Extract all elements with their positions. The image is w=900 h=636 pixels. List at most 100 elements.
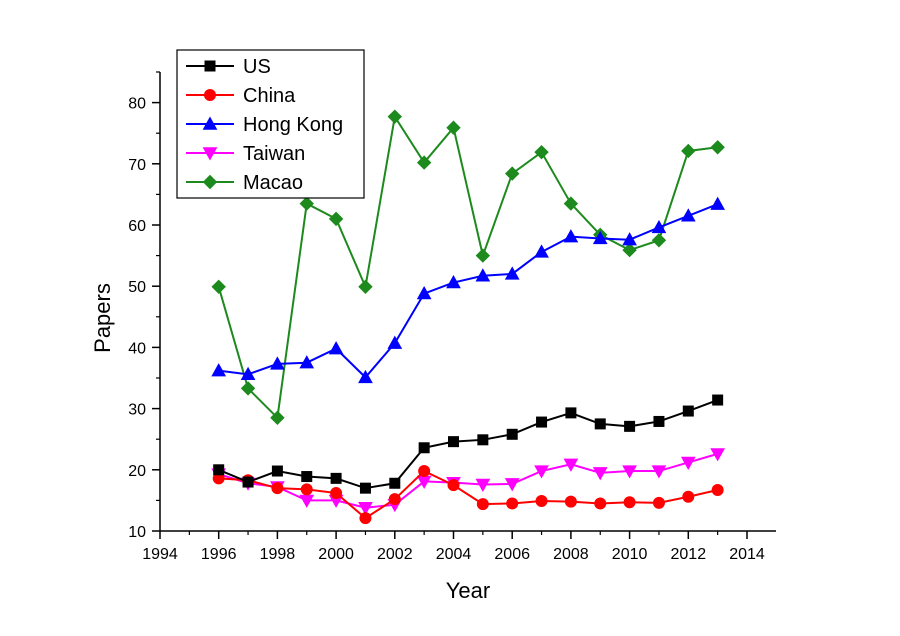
- x-tick-label: 2008: [553, 546, 589, 563]
- data-point-china: [623, 496, 636, 509]
- data-point-macao: [299, 196, 314, 211]
- data-point-taiwan: [534, 465, 549, 479]
- data-point-hong-kong: [240, 366, 256, 381]
- data-point-us: [213, 464, 225, 476]
- data-point-china: [271, 482, 284, 495]
- data-point-china: [300, 483, 313, 496]
- data-point-us: [448, 436, 459, 448]
- data-point-hong-kong: [211, 363, 227, 377]
- data-point-china: [359, 512, 372, 525]
- data-point-us: [242, 476, 254, 488]
- data-point-china: [476, 498, 489, 511]
- series-us: [213, 394, 724, 494]
- x-tick-label: 2010: [612, 546, 648, 563]
- y-tick-label: 10: [128, 524, 146, 541]
- data-point-macao: [534, 144, 549, 160]
- data-point-hong-kong: [270, 356, 285, 370]
- data-point-macao: [681, 143, 696, 159]
- data-point-china: [564, 495, 577, 508]
- legend-label: China: [243, 85, 296, 107]
- data-point-taiwan: [475, 478, 491, 493]
- data-point-hong-kong: [416, 286, 432, 300]
- data-point-taiwan: [710, 448, 725, 462]
- legend-label: Taiwan: [243, 143, 305, 165]
- legend-item-taiwan: Taiwan: [186, 143, 305, 165]
- series-layer: [211, 109, 725, 525]
- data-point-taiwan: [563, 458, 579, 472]
- data-point-taiwan: [358, 502, 373, 516]
- x-tick-label: 2012: [671, 546, 707, 563]
- data-point-macao: [710, 140, 725, 155]
- data-point-hong-kong: [475, 268, 491, 282]
- data-point-hong-kong: [622, 232, 637, 246]
- data-point-us: [682, 405, 694, 417]
- legend-label: US: [243, 56, 271, 78]
- data-point-china: [594, 497, 607, 510]
- x-tick-label: 1998: [260, 546, 296, 563]
- data-point-hong-kong: [710, 196, 725, 210]
- data-point-us: [712, 394, 724, 406]
- y-tick-label: 30: [128, 402, 146, 419]
- data-point-taiwan: [592, 467, 608, 481]
- data-point-china: [711, 483, 724, 496]
- x-tick-label: 2006: [494, 546, 530, 563]
- data-point-hong-kong: [504, 266, 520, 280]
- data-point-hong-kong: [534, 244, 549, 258]
- legend-marker: [202, 147, 218, 161]
- y-tick-label: 20: [128, 463, 146, 480]
- legend-item-hong-kong: Hong Kong: [186, 114, 343, 136]
- data-point-taiwan: [622, 465, 637, 479]
- data-point-china: [535, 495, 548, 508]
- axes: 1994 1996 1998 2000 2002 2004 2006 2008 2010 2012…: [128, 71, 776, 563]
- data-point-macao: [622, 242, 637, 258]
- data-point-us: [477, 434, 489, 446]
- legend-marker: [202, 174, 218, 190]
- data-point-hong-kong: [592, 230, 608, 245]
- data-point-macao: [328, 211, 344, 227]
- data-point-macao: [651, 233, 667, 248]
- data-point-macao: [387, 109, 403, 124]
- data-point-taiwan: [651, 465, 667, 479]
- data-point-hong-kong: [680, 208, 696, 222]
- data-point-us: [359, 482, 371, 494]
- x-tick-label: 2002: [377, 546, 413, 563]
- data-point-china: [447, 479, 460, 492]
- data-point-hong-kong: [299, 355, 315, 369]
- series-hong-kong: [211, 196, 725, 384]
- x-tick-label: 2004: [436, 546, 472, 563]
- legend-label: Macao: [243, 172, 303, 194]
- data-point-macao: [563, 196, 579, 211]
- data-point-macao: [446, 120, 461, 135]
- x-tick-label: 2014: [729, 546, 765, 563]
- data-point-macao: [240, 381, 256, 396]
- data-point-hong-kong: [446, 274, 461, 289]
- y-tick-label: 60: [128, 218, 146, 235]
- data-point-us: [418, 442, 430, 454]
- data-point-macao: [416, 155, 432, 170]
- data-point-macao: [358, 279, 373, 295]
- data-point-taiwan: [504, 478, 520, 492]
- x-tick-label: 2000: [318, 546, 354, 563]
- data-point-hong-kong: [563, 229, 579, 243]
- series-taiwan: [211, 448, 725, 516]
- legend-marker: [204, 89, 216, 101]
- data-point-taiwan: [680, 456, 696, 470]
- data-point-us: [271, 465, 283, 477]
- x-tick-label: 1996: [201, 546, 237, 563]
- legend-marker: [202, 116, 218, 130]
- data-point-us: [653, 415, 665, 427]
- series-line-us: [218, 399, 719, 490]
- x-tick-label: 1994: [142, 546, 178, 563]
- y-axis-title: Papers: [90, 283, 115, 353]
- legend-marker: [204, 60, 216, 72]
- data-point-hong-kong: [328, 341, 344, 355]
- legend-item-china: China: [186, 85, 296, 107]
- x-axis-title: Year: [446, 578, 490, 603]
- data-point-us: [506, 428, 518, 440]
- y-tick-label: 80: [128, 96, 146, 113]
- legend-item-macao: Macao: [186, 172, 303, 194]
- data-point-macao: [270, 410, 285, 425]
- legend: US China Hong Kong Taiwan Macao: [176, 49, 365, 199]
- data-point-us: [594, 418, 606, 430]
